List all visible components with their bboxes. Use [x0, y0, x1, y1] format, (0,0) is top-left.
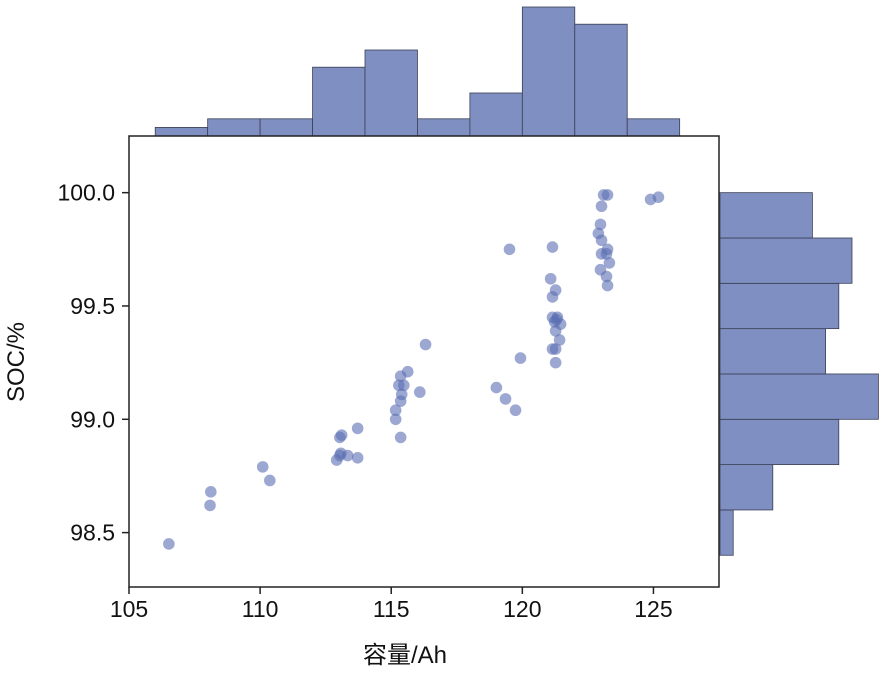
x-hist-bar — [574, 23, 628, 137]
y-axis-label: SOC/% — [3, 322, 30, 402]
scatter-point — [414, 386, 426, 398]
x-hist-bar — [312, 66, 366, 137]
scatter-point — [503, 243, 516, 256]
y-marginal-histogram — [719, 192, 879, 556]
y-hist-bar — [719, 328, 826, 375]
scatter-point — [544, 272, 557, 285]
scatter-point — [549, 343, 562, 355]
y-hist-bar — [719, 373, 879, 420]
scatter-point — [394, 431, 407, 444]
scatter-point — [341, 449, 354, 462]
scatter-point — [264, 474, 276, 487]
scatter-point — [595, 200, 608, 213]
x-hist-bar — [521, 6, 576, 137]
x-hist-bar — [469, 92, 523, 137]
scatter-point — [603, 257, 616, 269]
y-tick-label: 98.5 — [70, 520, 115, 546]
scatter-point — [548, 316, 561, 328]
y-hist-bar — [719, 509, 734, 556]
x-tick-label: 115 — [373, 596, 410, 622]
scatter-point — [601, 279, 614, 292]
y-hist-bar — [719, 192, 813, 239]
x-marginal-histogram — [154, 6, 681, 137]
scatter-point — [595, 234, 608, 247]
scatter-points — [163, 189, 665, 550]
scatter-point — [401, 365, 414, 378]
x-hist-bar — [207, 118, 261, 137]
x-hist-bar — [364, 49, 418, 137]
scatter-point — [205, 486, 217, 498]
scatter-point — [549, 284, 562, 296]
x-hist-bar — [626, 118, 681, 137]
x-hist-bar — [154, 127, 209, 137]
x-axis-label: 容量/Ah — [363, 642, 447, 669]
y-tick-label: 99.0 — [70, 406, 115, 432]
scatter-point — [351, 422, 364, 435]
scatter-point — [398, 379, 410, 392]
scatter-point — [546, 241, 559, 253]
x-axis-ticks: 105 110 115 120 125 — [110, 587, 673, 622]
scatter-point — [549, 356, 562, 369]
scatter-point — [389, 413, 402, 426]
scatter-point — [419, 338, 432, 351]
scatter-point — [601, 189, 614, 201]
scatter-point — [509, 404, 522, 417]
x-tick-label: 120 — [503, 596, 541, 622]
y-hist-bar — [719, 464, 774, 511]
scatter-point — [490, 381, 503, 394]
scatter-point — [335, 429, 348, 441]
y-tick-label: 99.5 — [70, 293, 115, 319]
scatter-point — [389, 404, 402, 417]
scatter-point — [594, 218, 607, 231]
x-hist-bar — [417, 118, 471, 137]
scatter-point — [163, 538, 175, 550]
scatter-point — [395, 388, 408, 401]
scatter-point — [256, 461, 269, 473]
scatter-point — [514, 352, 527, 364]
x-tick-label: 110 — [242, 596, 279, 622]
scatter-point — [499, 393, 512, 405]
y-hist-bar — [719, 237, 853, 284]
scatter-point — [351, 452, 364, 464]
y-axis-ticks: 98.5 99.0 99.5 100.0 — [57, 180, 129, 546]
scatter-point — [600, 248, 613, 260]
scatter-point — [652, 191, 665, 203]
y-tick-label: 100.0 — [57, 180, 115, 206]
scatter-point — [600, 270, 613, 283]
x-tick-label: 105 — [110, 596, 148, 622]
x-hist-bar — [259, 118, 313, 137]
x-tick-label: 125 — [634, 596, 672, 622]
plot-frame — [128, 135, 720, 588]
scatter-point — [204, 499, 216, 512]
y-hist-bar — [719, 418, 840, 466]
scatter-point — [553, 334, 566, 346]
y-hist-bar — [719, 282, 840, 330]
